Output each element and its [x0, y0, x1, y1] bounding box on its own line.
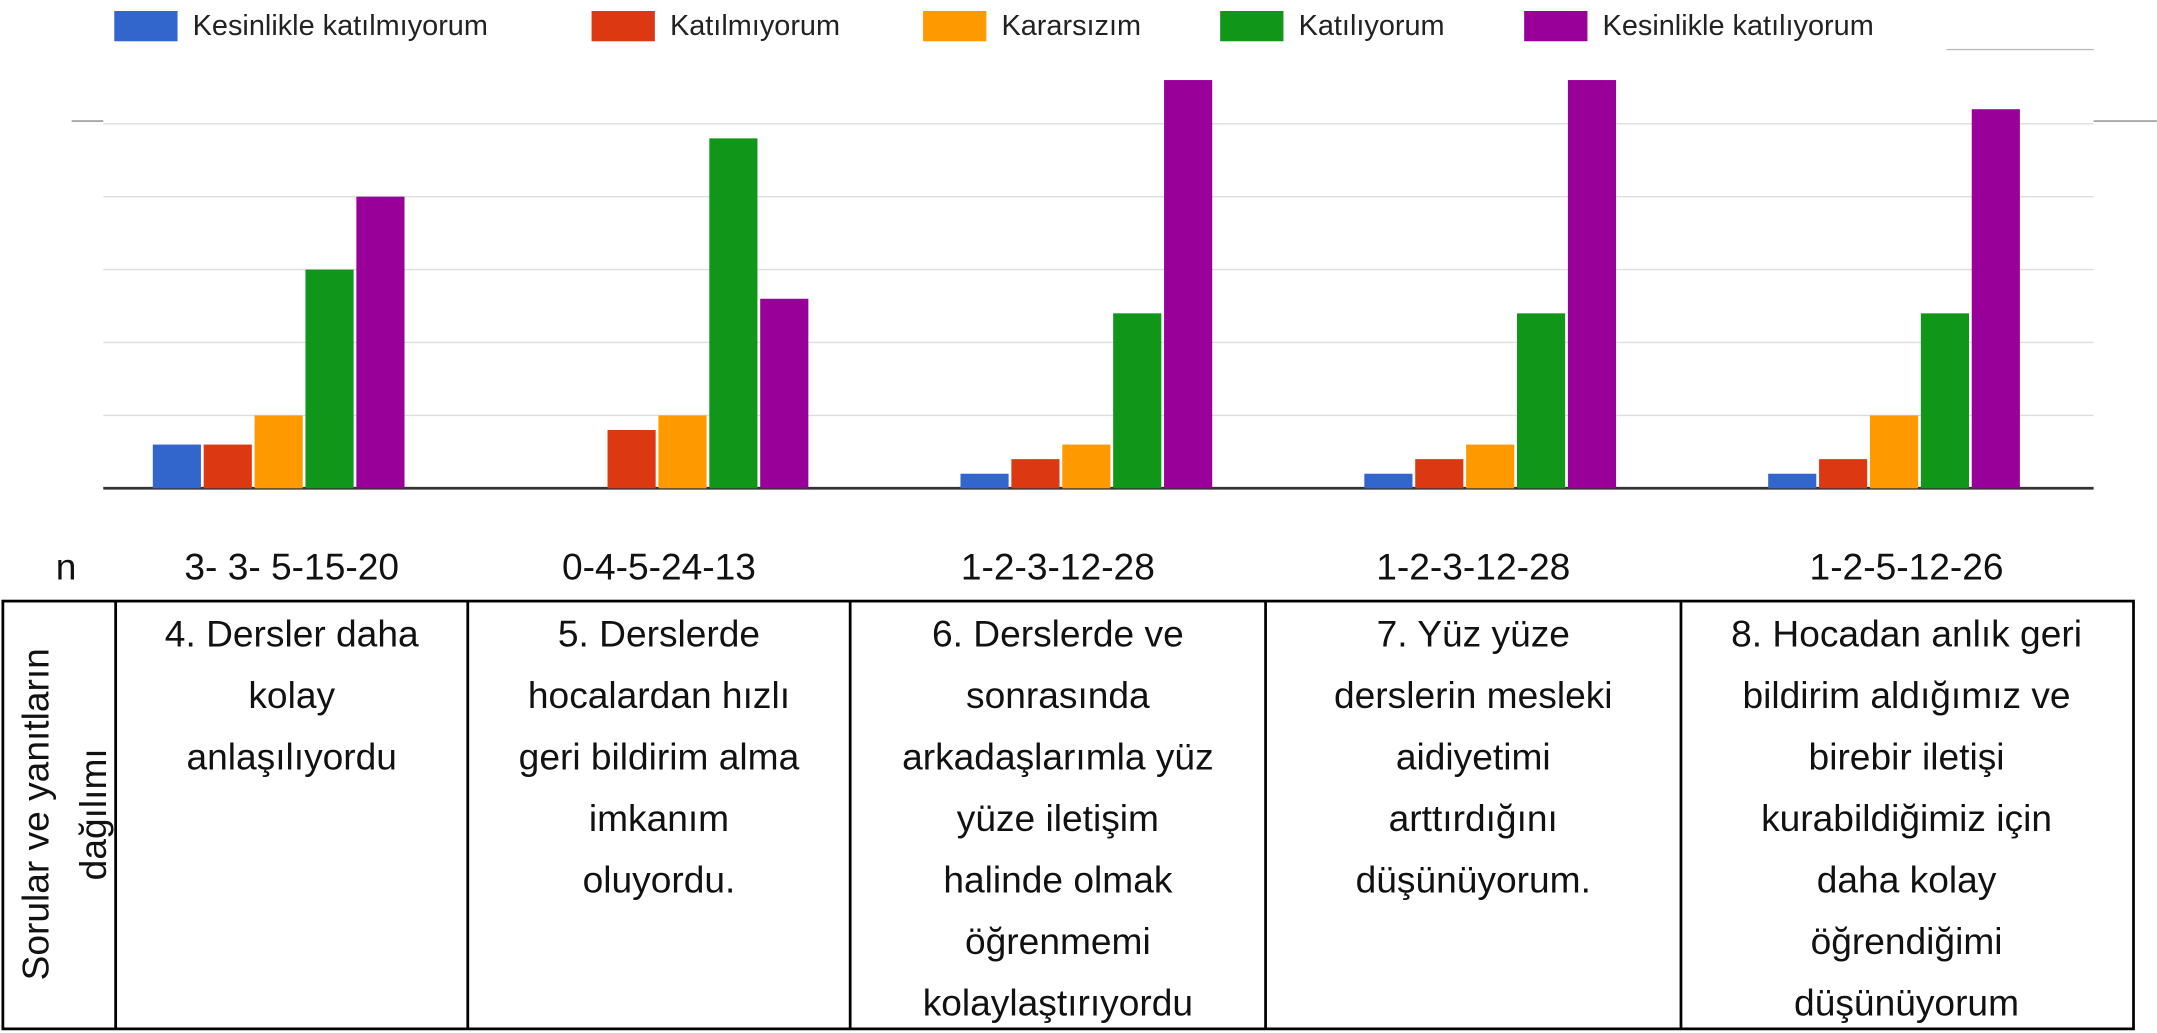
table-grid [1, 599, 2135, 1031]
bar [1364, 473, 1413, 489]
cell-text: daha kolay [1817, 859, 1997, 901]
cell-text: bildirim aldığımız ve [1743, 674, 2071, 716]
legend-swatch [1220, 11, 1284, 42]
cell-text: imkanım [589, 797, 729, 839]
cell-text: arkadaşlarımla yüz [902, 736, 1214, 778]
legend-label: Kesinlikle katılmıyorum [193, 10, 488, 42]
legend-label: Katılıyorum [1299, 10, 1445, 42]
cell-text: anlaşılıyordu [186, 736, 396, 778]
cell-text: yüze iletişim [957, 797, 1159, 839]
cell-text: kolay [248, 674, 335, 716]
bar [607, 429, 656, 489]
legend-label: Kararsızım [1001, 10, 1141, 42]
category-label: 0-4-5-24-13 [562, 545, 756, 587]
bar [960, 473, 1009, 489]
row-header: Sorular ve yanıtların [14, 648, 56, 980]
legend-swatch [591, 11, 655, 42]
bar [760, 298, 809, 489]
cell-text: kurabildiğimiz için [1761, 797, 2052, 839]
bar [1113, 313, 1162, 489]
cell-text: kolaylaştırıyordu [923, 982, 1193, 1024]
bar [305, 269, 354, 489]
bar [203, 444, 252, 489]
bar [1062, 444, 1111, 489]
bar [1517, 313, 1566, 489]
cell-text: 4. Dersler daha [165, 613, 419, 655]
cell-text: öğrendiğimi [1811, 920, 2003, 962]
cell-text: birebir iletişi [1809, 736, 2005, 778]
bar [254, 415, 303, 489]
legend-swatch [114, 11, 178, 42]
legend-swatch [1524, 11, 1588, 42]
cell-text: hocalardan hızlı [528, 674, 790, 716]
legend-label: Katılmıyorum [670, 10, 840, 42]
cell-text: 5. Derslerde [558, 613, 760, 655]
cell-text: aidiyetimi [1396, 736, 1551, 778]
bar [658, 415, 707, 489]
cell-text: oluyordu. [583, 859, 736, 901]
cell-text: düşünüyorum. [1356, 859, 1591, 901]
legend-swatch [923, 11, 987, 42]
bar [1164, 80, 1213, 489]
cell-text: 6. Derslerde ve [932, 613, 1184, 655]
cell-text: sonrasında [966, 674, 1150, 716]
row-header: dağılımı [72, 748, 114, 880]
cell-text: arttırdığını [1389, 797, 1558, 839]
n-label: n [56, 545, 77, 587]
bar [1768, 473, 1817, 489]
category-label: 1-2-5-12-26 [1810, 545, 2004, 587]
bar [1415, 459, 1464, 489]
bar [709, 138, 758, 489]
category-label: 1-2-3-12-28 [961, 545, 1155, 587]
bar [152, 444, 201, 489]
cell-text: derslerin mesleki [1334, 674, 1613, 716]
legend-label: Kesinlikle katılıyorum [1603, 10, 1874, 42]
cell-text: halinde olmak [943, 859, 1173, 901]
bar [1971, 109, 2020, 489]
bar [1466, 444, 1515, 489]
cell-text: geri bildirim alma [519, 736, 800, 778]
bar [1819, 459, 1868, 489]
cell-text: düşünüyorum [1794, 982, 2019, 1024]
bar [1011, 459, 1060, 489]
bar [356, 196, 405, 489]
category-label: 3- 3- 5-15-20 [184, 545, 399, 587]
cell-text: 7. Yüz yüze [1377, 613, 1570, 655]
cell-text: 8. Hocadan anlık geri [1731, 613, 2082, 655]
cell-text: öğrenmemi [965, 920, 1151, 962]
bar [1567, 80, 1617, 489]
bar [1869, 415, 1919, 489]
table-border [1, 599, 2135, 1031]
bar [1920, 313, 1969, 489]
category-label: 1-2-3-12-28 [1376, 545, 1570, 587]
